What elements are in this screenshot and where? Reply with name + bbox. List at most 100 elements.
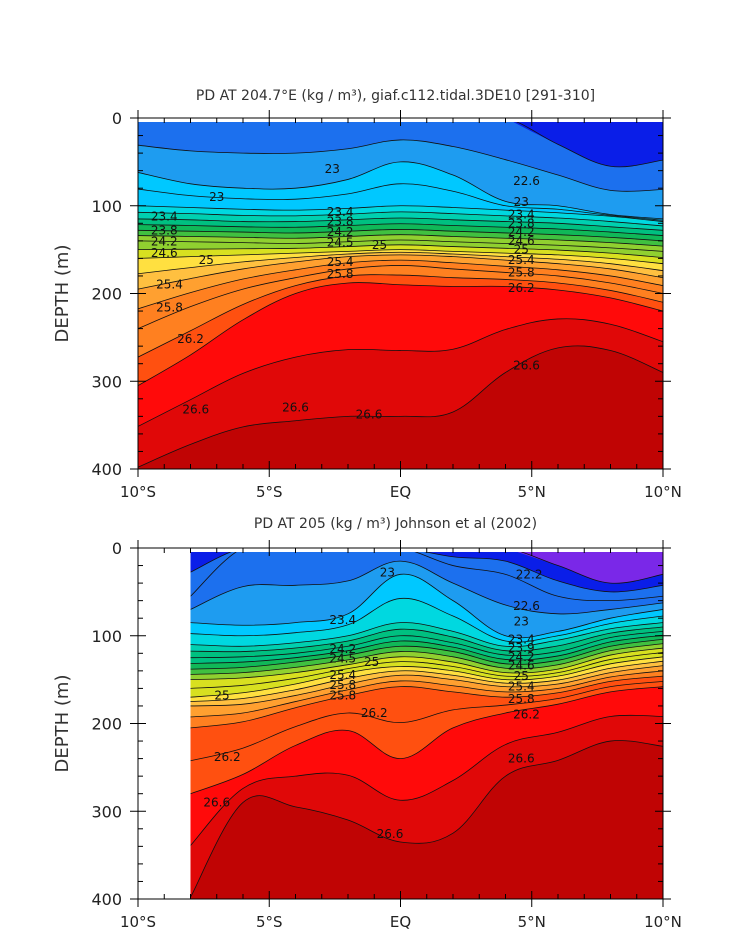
contour-label: 23 <box>325 162 340 176</box>
contour-label: 23 <box>209 190 224 204</box>
contour-label: 22.6 <box>513 174 540 188</box>
isopycnal-line <box>190 598 663 643</box>
y-tick-label: 100 <box>91 627 122 646</box>
contour-label: 26.6 <box>377 827 404 841</box>
x-tick-label: EQ <box>390 483 411 501</box>
isopycnal-line <box>190 686 663 795</box>
contour-label: 23.8 <box>327 215 354 229</box>
contour-label: 23.8 <box>151 223 178 237</box>
x-tick-label: 10°N <box>644 483 682 501</box>
isopycnal-line <box>190 714 663 846</box>
contour-label: 26.6 <box>203 795 230 809</box>
contour-label: 23.4 <box>327 205 354 219</box>
contour-label: 25 <box>364 655 379 669</box>
fill-band <box>138 122 663 192</box>
contour-label: 23.4 <box>151 209 178 223</box>
contour-label: 22.2 <box>516 567 543 581</box>
isopycnal-line <box>190 560 663 615</box>
contour-label: 25 <box>199 253 214 267</box>
y-tick-label: 300 <box>91 802 122 821</box>
contour-label: 24.6 <box>151 246 178 260</box>
fill-surface <box>517 552 663 584</box>
isopycnal-line <box>190 670 663 718</box>
contour-label: 25.4 <box>508 680 535 694</box>
isopycnal-line <box>138 205 663 222</box>
contour-label: 24.6 <box>508 234 535 248</box>
contour-label: 26.6 <box>182 402 209 416</box>
contour-fills <box>138 122 663 469</box>
contour-label: 25 <box>514 243 529 257</box>
y-axis-label: DEPTH (m) <box>52 245 73 343</box>
contour-label: 23.4 <box>329 613 356 627</box>
isopycnal-line <box>190 665 663 707</box>
contour-label: 26.6 <box>513 358 540 372</box>
contour-label: 25.8 <box>327 267 354 281</box>
y-tick-label: 0 <box>112 109 122 128</box>
isopycnal-line <box>515 122 663 168</box>
contour-label: 22.6 <box>513 599 540 613</box>
isopycnal-line <box>190 573 663 639</box>
contour-label: 24.6 <box>508 659 535 673</box>
isopycnal-line <box>138 183 663 221</box>
isopycnal-line <box>190 652 663 689</box>
x-tick-label: 5°S <box>256 913 283 931</box>
contour-label: 23 <box>514 615 529 629</box>
contour-label: 26.6 <box>508 752 535 766</box>
contour-label: 25.8 <box>329 688 356 702</box>
contour-label: 26.2 <box>177 332 204 346</box>
isopycnal-line <box>138 282 663 386</box>
contour-lines <box>138 122 663 468</box>
y-axis-label: DEPTH (m) <box>52 675 73 773</box>
isopycnal-line <box>190 634 663 664</box>
y-tick-label: 200 <box>91 285 122 304</box>
contour-label: 26.2 <box>361 706 388 720</box>
isopycnal-line <box>138 229 663 242</box>
contour-label: 25.4 <box>508 253 535 267</box>
x-tick-label: 5°S <box>256 483 283 501</box>
y-tick-label: 200 <box>91 715 122 734</box>
isopycnal-line <box>190 552 663 602</box>
isopycnal-line <box>190 647 663 681</box>
isopycnal-line <box>138 217 663 231</box>
isopycnal-line <box>190 656 663 698</box>
isopycnal-line <box>138 251 663 275</box>
isopycnal-line <box>138 345 663 468</box>
x-tick-label: EQ <box>390 913 411 931</box>
contour-label: 26.2 <box>508 281 535 295</box>
isopycnal-line <box>138 223 663 236</box>
contour-label: 25.4 <box>329 668 356 682</box>
contour-label: 24.5 <box>327 236 354 250</box>
contour-label: 23.4 <box>508 208 535 222</box>
isopycnal-line <box>190 622 663 647</box>
contour-fills <box>190 552 663 899</box>
isopycnal-line <box>190 740 663 898</box>
contour-label: 25.8 <box>508 265 535 279</box>
contour-label: 25 <box>514 669 529 683</box>
x-tick-label: 10°S <box>120 483 156 501</box>
contour-label: 25.4 <box>156 278 183 292</box>
chart-title: PD AT 204.7°E (kg / m³), giaf.c112.tidal… <box>196 88 595 104</box>
contour-label: 23.8 <box>508 216 535 230</box>
isopycnal-line <box>138 318 663 427</box>
x-tick-label: 10°N <box>644 913 682 931</box>
x-tick-label: 5°N <box>518 483 546 501</box>
contour-label: 23 <box>380 566 395 580</box>
contour-label: 23.4 <box>508 632 535 646</box>
contour-label: 25 <box>372 238 387 252</box>
contour-label: 24.2 <box>327 225 354 239</box>
isopycnal-line <box>138 249 663 265</box>
chart-title: PD AT 205 (kg / m³) Johnson et al (2002) <box>254 516 537 532</box>
contour-label: 24.2 <box>329 642 356 656</box>
isopycnal-line <box>138 274 663 358</box>
y-tick-label: 400 <box>91 890 122 909</box>
isopycnal-line <box>190 660 663 702</box>
isopycnal-line <box>520 552 663 584</box>
y-tick-label: 100 <box>91 197 122 216</box>
isopycnal-line <box>138 244 663 258</box>
isopycnal-line <box>138 265 663 329</box>
y-tick-label: 300 <box>91 372 122 391</box>
y-tick-label: 0 <box>112 539 122 558</box>
contour-label: 25 <box>214 688 229 702</box>
top-contour-panel: 232322.623.423.824.224.62525.425.826.226… <box>52 88 682 501</box>
isopycnal-line <box>190 638 663 670</box>
